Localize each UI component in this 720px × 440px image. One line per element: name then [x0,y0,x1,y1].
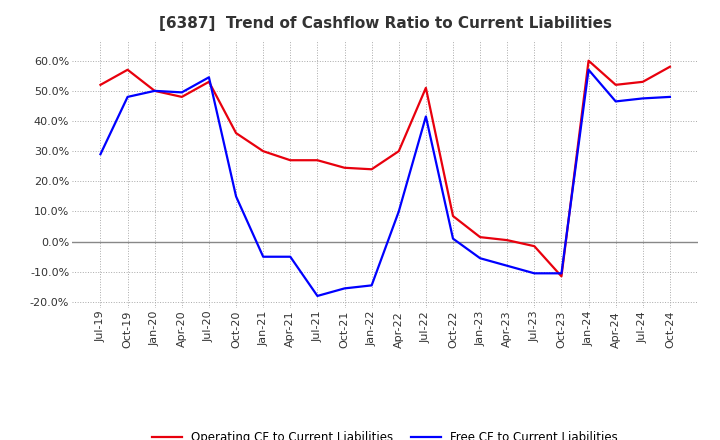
Operating CF to Current Liabilities [476,235,485,240]
Free CF to Current Liabilities [611,99,620,104]
Free CF to Current Liabilities [313,293,322,299]
Free CF to Current Liabilities [204,75,213,80]
Free CF to Current Liabilities [96,151,105,157]
Operating CF to Current Liabilities [421,85,430,91]
Operating CF to Current Liabilities [259,149,268,154]
Free CF to Current Liabilities [476,256,485,261]
Operating CF to Current Liabilities [611,82,620,88]
Operating CF to Current Liabilities [286,158,294,163]
Legend: Operating CF to Current Liabilities, Free CF to Current Liabilities: Operating CF to Current Liabilities, Fre… [148,427,623,440]
Operating CF to Current Liabilities [449,213,457,219]
Free CF to Current Liabilities [259,254,268,259]
Operating CF to Current Liabilities [665,64,674,70]
Operating CF to Current Liabilities [584,58,593,63]
Operating CF to Current Liabilities [96,82,105,88]
Line: Free CF to Current Liabilities: Free CF to Current Liabilities [101,70,670,296]
Operating CF to Current Liabilities [313,158,322,163]
Operating CF to Current Liabilities [123,67,132,73]
Free CF to Current Liabilities [665,94,674,99]
Free CF to Current Liabilities [178,90,186,95]
Free CF to Current Liabilities [150,88,159,94]
Free CF to Current Liabilities [639,96,647,101]
Operating CF to Current Liabilities [530,243,539,249]
Free CF to Current Liabilities [557,271,566,276]
Operating CF to Current Liabilities [639,79,647,84]
Free CF to Current Liabilities [449,236,457,241]
Free CF to Current Liabilities [503,263,511,268]
Free CF to Current Liabilities [395,209,403,214]
Operating CF to Current Liabilities [395,149,403,154]
Operating CF to Current Liabilities [341,165,349,170]
Free CF to Current Liabilities [232,194,240,199]
Operating CF to Current Liabilities [232,130,240,136]
Free CF to Current Liabilities [341,286,349,291]
Free CF to Current Liabilities [584,67,593,73]
Free CF to Current Liabilities [286,254,294,259]
Operating CF to Current Liabilities [557,274,566,279]
Operating CF to Current Liabilities [367,167,376,172]
Operating CF to Current Liabilities [150,88,159,94]
Free CF to Current Liabilities [123,94,132,99]
Free CF to Current Liabilities [367,283,376,288]
Operating CF to Current Liabilities [503,238,511,243]
Title: [6387]  Trend of Cashflow Ratio to Current Liabilities: [6387] Trend of Cashflow Ratio to Curren… [158,16,612,32]
Free CF to Current Liabilities [530,271,539,276]
Line: Operating CF to Current Liabilities: Operating CF to Current Liabilities [101,61,670,276]
Operating CF to Current Liabilities [178,94,186,99]
Operating CF to Current Liabilities [204,79,213,84]
Free CF to Current Liabilities [421,114,430,119]
